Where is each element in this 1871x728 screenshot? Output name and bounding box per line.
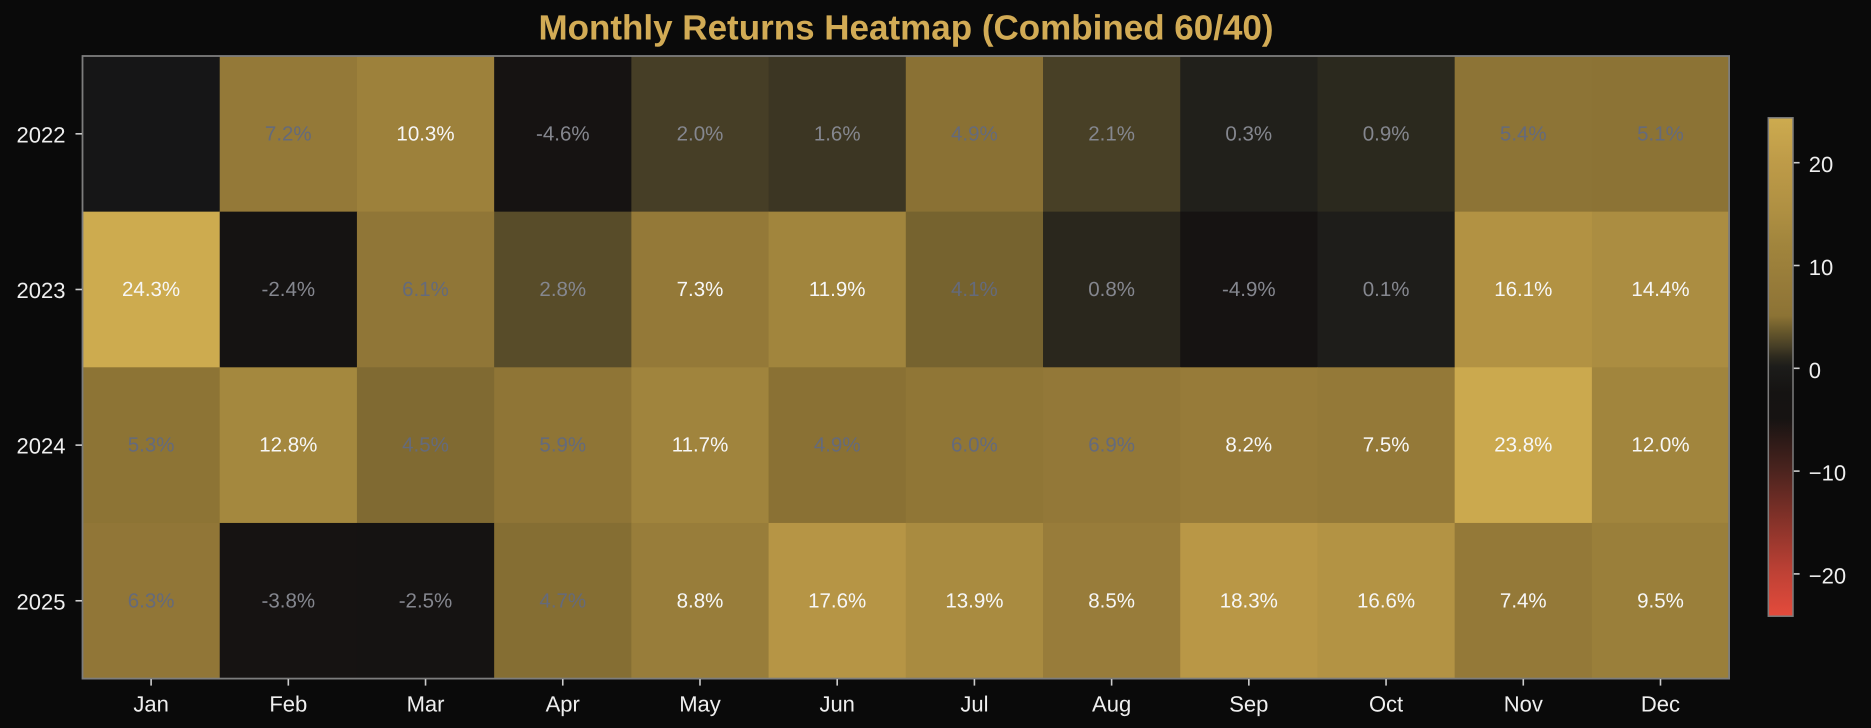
svg-text:1.6%: 1.6% xyxy=(814,122,861,145)
svg-text:2.0%: 2.0% xyxy=(677,122,724,145)
svg-text:23.8%: 23.8% xyxy=(1494,434,1552,457)
svg-text:Monthly Returns Heatmap (Combi: Monthly Returns Heatmap (Combined 60/40) xyxy=(538,9,1273,48)
svg-text:12.8%: 12.8% xyxy=(259,434,317,457)
svg-text:5.3%: 5.3% xyxy=(128,434,175,457)
svg-text:5.4%: 5.4% xyxy=(1500,122,1547,145)
svg-text:6.1%: 6.1% xyxy=(402,278,449,301)
svg-text:4.5%: 4.5% xyxy=(402,434,449,457)
svg-text:2023: 2023 xyxy=(17,278,66,303)
svg-text:Nov: Nov xyxy=(1504,692,1543,717)
svg-text:-3.8%: -3.8% xyxy=(262,589,316,612)
svg-text:−20: −20 xyxy=(1809,563,1846,588)
svg-text:0: 0 xyxy=(1809,358,1821,383)
svg-text:8.2%: 8.2% xyxy=(1225,434,1272,457)
svg-text:4.9%: 4.9% xyxy=(951,122,998,145)
svg-text:6.3%: 6.3% xyxy=(128,589,175,612)
svg-text:20: 20 xyxy=(1809,152,1833,177)
svg-text:Jun: Jun xyxy=(819,692,854,717)
svg-text:8.5%: 8.5% xyxy=(1088,589,1135,612)
svg-text:10: 10 xyxy=(1809,255,1833,280)
svg-text:2.8%: 2.8% xyxy=(539,278,586,301)
svg-text:10.3%: 10.3% xyxy=(396,122,454,145)
svg-text:14.4%: 14.4% xyxy=(1631,278,1689,301)
svg-text:18.3%: 18.3% xyxy=(1220,589,1278,612)
svg-text:24.3%: 24.3% xyxy=(122,278,180,301)
svg-text:4.1%: 4.1% xyxy=(951,278,998,301)
svg-text:16.6%: 16.6% xyxy=(1357,589,1415,612)
svg-text:0.1%: 0.1% xyxy=(1363,278,1410,301)
svg-text:Oct: Oct xyxy=(1369,692,1403,717)
svg-text:-4.9%: -4.9% xyxy=(1222,278,1276,301)
svg-text:9.5%: 9.5% xyxy=(1637,589,1684,612)
svg-text:-2.5%: -2.5% xyxy=(399,589,453,612)
svg-text:Aug: Aug xyxy=(1092,692,1131,717)
svg-text:Jul: Jul xyxy=(960,692,988,717)
svg-text:7.4%: 7.4% xyxy=(1500,589,1547,612)
svg-text:11.7%: 11.7% xyxy=(672,434,729,457)
svg-text:Dec: Dec xyxy=(1641,692,1680,717)
svg-text:6.0%: 6.0% xyxy=(951,434,998,457)
svg-text:0.9%: 0.9% xyxy=(1363,122,1410,145)
svg-text:-4.6%: -4.6% xyxy=(536,122,590,145)
svg-text:Sep: Sep xyxy=(1229,692,1268,717)
svg-text:17.6%: 17.6% xyxy=(808,589,866,612)
svg-text:5.9%: 5.9% xyxy=(539,434,586,457)
svg-text:Jan: Jan xyxy=(133,692,168,717)
svg-text:Mar: Mar xyxy=(407,692,445,717)
svg-text:8.8%: 8.8% xyxy=(677,589,724,612)
svg-text:2022: 2022 xyxy=(17,122,66,147)
svg-text:11.9%: 11.9% xyxy=(809,278,866,301)
svg-text:0.3%: 0.3% xyxy=(1225,122,1272,145)
svg-text:7.5%: 7.5% xyxy=(1363,434,1410,457)
svg-text:0.8%: 0.8% xyxy=(1088,278,1135,301)
svg-text:Apr: Apr xyxy=(546,692,580,717)
svg-text:16.1%: 16.1% xyxy=(1494,278,1552,301)
svg-text:4.7%: 4.7% xyxy=(539,589,586,612)
svg-text:May: May xyxy=(679,692,721,717)
svg-text:2025: 2025 xyxy=(17,589,66,614)
svg-text:2.1%: 2.1% xyxy=(1088,122,1135,145)
svg-text:12.0%: 12.0% xyxy=(1631,434,1689,457)
svg-text:7.3%: 7.3% xyxy=(677,278,724,301)
svg-text:5.1%: 5.1% xyxy=(1637,122,1684,145)
svg-text:6.9%: 6.9% xyxy=(1088,434,1135,457)
svg-text:−10: −10 xyxy=(1809,461,1846,486)
svg-text:Feb: Feb xyxy=(269,692,307,717)
svg-text:4.9%: 4.9% xyxy=(814,434,861,457)
svg-text:-2.4%: -2.4% xyxy=(262,278,316,301)
svg-text:7.2%: 7.2% xyxy=(265,122,312,145)
svg-text:2024: 2024 xyxy=(17,434,66,459)
svg-text:13.9%: 13.9% xyxy=(945,589,1003,612)
